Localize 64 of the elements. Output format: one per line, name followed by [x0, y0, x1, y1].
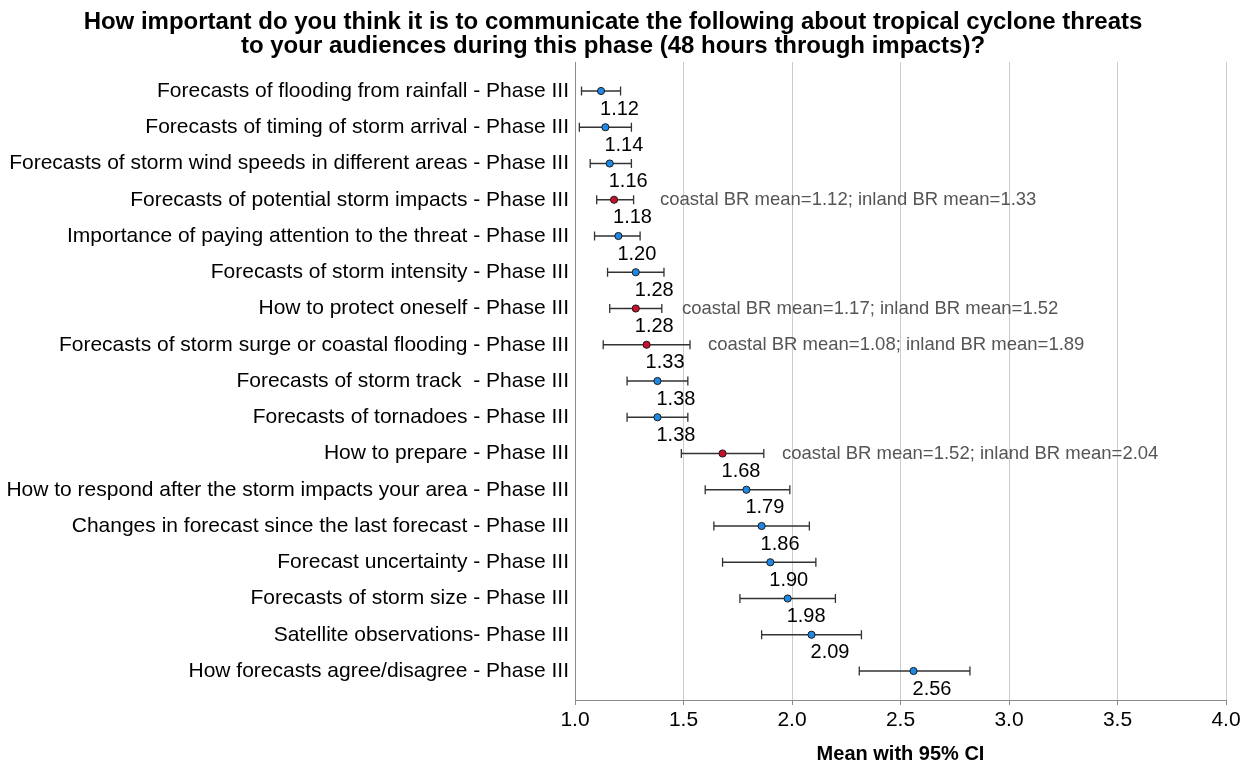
- data-label: 1.16: [608, 169, 648, 192]
- point: [766, 558, 775, 567]
- point: [742, 485, 751, 494]
- y-tick-label: How to prepare - Phase III: [323, 440, 569, 464]
- y-tick-label: Forecasts of storm size - Phase III: [250, 585, 569, 609]
- data-label: 1.90: [769, 567, 809, 590]
- y-tick-label: Forecasts of storm track - Phase III: [236, 367, 569, 391]
- point: [614, 231, 623, 241]
- y-tick-label: Forecasts of flooding from rainfall - Phase III: [156, 77, 569, 101]
- data-label: 1.12: [600, 96, 639, 119]
- y-tick-label: Forecasts of storm surge or coastal flooding - Phase III: [58, 331, 569, 355]
- data-label: 1.18: [613, 205, 652, 228]
- y-tick-label: Importance of paying attention to the threat - Phase III: [67, 222, 569, 246]
- data-label: 2.09: [810, 640, 850, 663]
- data-label: 1.14: [604, 132, 644, 155]
- data-label: 1.33: [645, 350, 685, 373]
- x-tick-label: 4.0: [1211, 706, 1241, 730]
- point: [807, 630, 816, 639]
- x-tick-label: 2.5: [885, 706, 916, 730]
- point: [757, 521, 766, 531]
- y-tick-label: Forecasts of potential storm impacts - Phase III: [130, 186, 569, 210]
- y-tick-label: Forecast uncertainty - Phase III: [277, 549, 569, 573]
- data-label: 1.68: [721, 459, 761, 482]
- y-tick-label: How to protect oneself - Phase III: [258, 295, 569, 319]
- annotation: coastal BR mean=1.52; inland BR mean=2.04: [782, 441, 1159, 463]
- x-axis-title: Mean with 95% CI: [816, 741, 985, 764]
- point: [653, 376, 662, 386]
- point: [718, 449, 727, 458]
- annotation: coastal BR mean=1.08; inland BR mean=1.89: [708, 332, 1085, 354]
- data-label: 1.28: [634, 314, 674, 337]
- point: [605, 159, 614, 168]
- x-tick-label: 1.5: [668, 706, 699, 730]
- data-label: 1.38: [656, 386, 696, 409]
- y-tick-label: How forecasts agree/disagree - Phase III: [188, 657, 569, 681]
- x-tick-label: 1.0: [560, 706, 590, 730]
- data-label: 1.20: [617, 241, 657, 264]
- x-tick-label: 2.0: [777, 706, 807, 730]
- annotation: coastal BR mean=1.17; inland BR mean=1.52: [682, 296, 1059, 318]
- y-tick-label: How to respond after the storm impacts your area - Phase III: [6, 476, 569, 500]
- point: [631, 268, 640, 277]
- y-tick-label: Forecasts of storm wind speeds in different areas - Phase III: [9, 150, 569, 174]
- data-label: 1.38: [656, 422, 696, 445]
- data-label: 1.86: [760, 531, 800, 554]
- point: [653, 413, 662, 422]
- y-tick-label: Changes in forecast since the last forecast - Phase III: [71, 512, 569, 536]
- point: [909, 666, 918, 676]
- chart-title: How important do you think it is to communicate the following about tropical cyclone threats to your audiences during this phase (48 hours through impacts)?: [83, 6, 1143, 58]
- point: [601, 123, 610, 132]
- data-label: 1.28: [634, 277, 674, 300]
- x-tick-label: 3.0: [994, 706, 1024, 730]
- x-tick-label: 3.5: [1102, 706, 1133, 730]
- point: [596, 86, 606, 96]
- point: [783, 594, 792, 603]
- point: [609, 195, 619, 204]
- y-tick-label: Forecasts of storm intensity - Phase III: [210, 259, 569, 283]
- annotation: coastal BR mean=1.12; inland BR mean=1.33: [660, 187, 1037, 209]
- point: [642, 340, 651, 349]
- y-tick-label: Forecasts of timing of storm arrival - Phase III: [145, 114, 569, 138]
- y-tick-label: Forecasts of tornadoes - Phase III: [252, 404, 569, 428]
- data-label: 2.56: [912, 676, 952, 699]
- point: [631, 304, 640, 313]
- data-label: 1.98: [786, 604, 826, 627]
- y-tick-label: Satellite observations- Phase III: [273, 621, 569, 645]
- data-label: 1.79: [745, 495, 785, 518]
